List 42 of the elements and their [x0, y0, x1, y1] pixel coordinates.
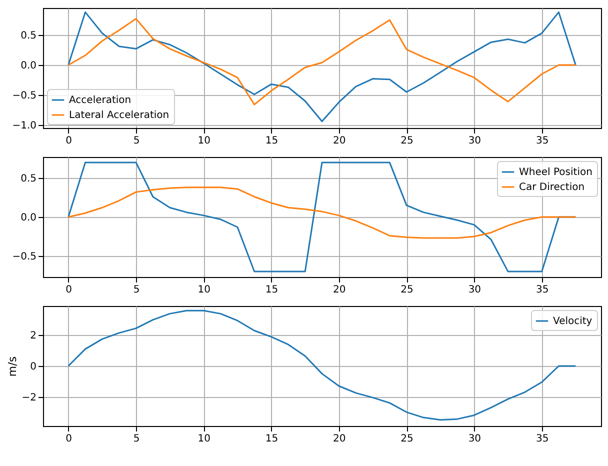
y-tick-label: 0.0 [20, 212, 36, 224]
x-tick-label: 5 [133, 434, 140, 444]
x-tick-label: 15 [265, 434, 278, 444]
y-tick-label: 0.5 [20, 30, 36, 42]
x-tick-label: 20 [333, 136, 346, 146]
y-tick-label: −0.5 [12, 90, 36, 102]
x-tick-label: 15 [265, 284, 278, 296]
legend-label: Acceleration [69, 95, 132, 106]
x-tick-label: 25 [400, 136, 414, 146]
y-tick-label: −0.5 [12, 251, 36, 262]
x-tick-label: 35 [536, 136, 549, 146]
y-tick-label: 2 [30, 330, 36, 342]
line-series [68, 18, 576, 106]
x-tick-label: 15 [265, 136, 278, 146]
x-tick-label: 10 [198, 136, 211, 146]
x-tick-label: 20 [333, 434, 346, 444]
y-tick-label: 0.0 [20, 60, 36, 72]
line-series [68, 11, 576, 122]
y-tick-label: 0 [30, 362, 36, 372]
x-tick-label: 5 [133, 136, 140, 146]
x-tick-label: 30 [468, 284, 482, 296]
x-tick-label: 10 [198, 434, 211, 444]
legend-label: Velocity [553, 316, 592, 327]
x-tick-label: 0 [66, 434, 72, 444]
x-tick-label: 25 [400, 284, 414, 296]
x-tick-label: 35 [536, 284, 549, 296]
x-tick-label: 35 [536, 434, 549, 444]
x-tick-label: 30 [468, 136, 482, 146]
y-tick-label: −1.0 [12, 120, 36, 132]
x-tick-label: 10 [198, 284, 211, 296]
x-tick-label: 30 [468, 434, 482, 444]
y-axis-title: m/s [6, 356, 19, 377]
x-tick-label: 0 [66, 284, 72, 296]
y-tick-label: −2 [22, 392, 36, 404]
x-tick-label: 0 [66, 136, 72, 146]
x-tick-label: 5 [133, 284, 140, 296]
legend-label: Lateral Acceleration [69, 110, 170, 121]
y-tick-label: 0.5 [20, 174, 36, 185]
x-tick-label: 25 [400, 434, 414, 444]
legend-label: Car Direction [519, 182, 585, 193]
legend-label: Wheel Position [519, 167, 592, 178]
x-tick-label: 20 [333, 284, 346, 296]
